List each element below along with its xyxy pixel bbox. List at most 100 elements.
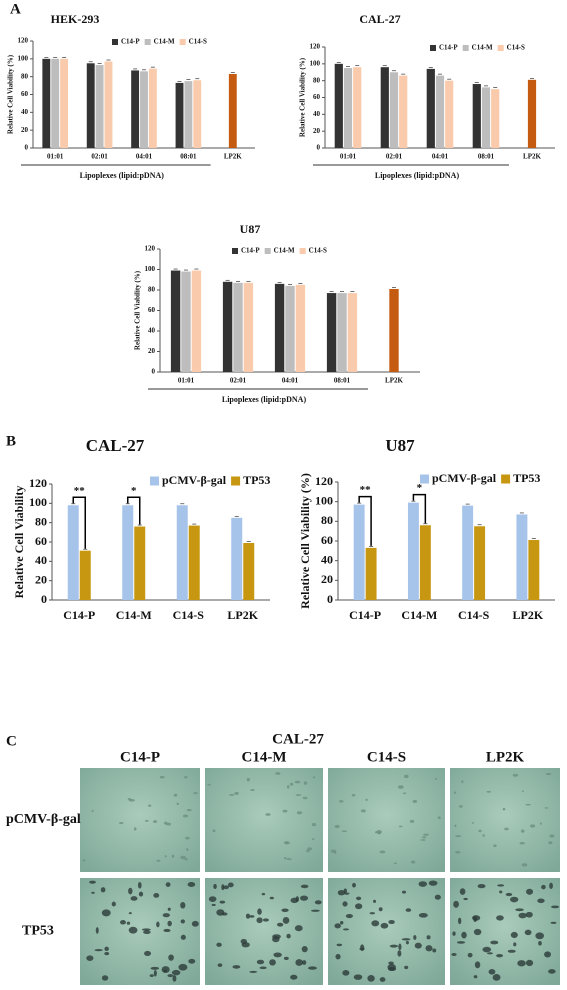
chart-title: CAL-27 xyxy=(359,12,400,26)
x-tick-label: 04:01 xyxy=(136,153,153,161)
legend-swatch xyxy=(501,474,511,484)
legend-swatch xyxy=(462,45,469,51)
cell xyxy=(86,955,94,961)
bar xyxy=(516,514,528,600)
bar xyxy=(131,70,140,148)
cell xyxy=(405,940,409,945)
bar xyxy=(122,505,134,600)
cell xyxy=(314,900,322,905)
cell xyxy=(171,969,181,976)
bar xyxy=(389,288,399,372)
x-tick-label: 02:01 xyxy=(386,153,403,161)
cell xyxy=(282,917,290,924)
legend-swatch xyxy=(497,45,504,51)
bar xyxy=(95,65,104,148)
cell xyxy=(167,974,174,978)
cell xyxy=(302,796,308,800)
bar xyxy=(86,63,95,148)
cell xyxy=(388,920,395,925)
cell xyxy=(418,881,428,887)
x-tick-label: 01:01 xyxy=(178,377,195,385)
cell xyxy=(339,921,344,925)
cell xyxy=(282,809,288,813)
cell xyxy=(159,775,165,779)
cell xyxy=(549,882,553,889)
cell xyxy=(463,897,468,901)
cell xyxy=(104,951,110,956)
cell xyxy=(208,896,217,902)
cell xyxy=(525,959,534,967)
cell xyxy=(548,969,556,974)
cell xyxy=(180,902,186,909)
bar xyxy=(353,504,365,600)
cell xyxy=(471,822,475,824)
cell xyxy=(473,928,482,936)
cell xyxy=(286,785,290,789)
cell xyxy=(515,908,524,912)
micrograph xyxy=(205,768,323,872)
cell xyxy=(241,942,250,948)
cell xyxy=(185,836,190,840)
bar xyxy=(435,75,445,148)
chart-title: CAL-27 xyxy=(86,436,145,455)
y-tick-label: 60 xyxy=(21,90,29,98)
cell xyxy=(281,908,289,913)
cell xyxy=(345,913,353,919)
column-label: LP2K xyxy=(486,749,525,765)
legend-swatch xyxy=(430,45,436,51)
cell xyxy=(330,849,337,853)
cell xyxy=(403,774,409,779)
cell xyxy=(423,833,430,836)
cell xyxy=(295,959,303,966)
cell xyxy=(518,912,527,919)
x-tick-label: C14-P xyxy=(349,608,381,622)
bar xyxy=(134,526,146,600)
bar xyxy=(474,526,486,600)
bar xyxy=(426,68,435,148)
cell xyxy=(544,951,552,958)
bar xyxy=(285,285,295,372)
bar xyxy=(326,293,337,372)
cell xyxy=(458,805,463,808)
bar xyxy=(79,550,91,600)
cell xyxy=(521,790,524,793)
cell xyxy=(138,891,144,897)
cell xyxy=(459,888,466,895)
cell xyxy=(529,824,536,828)
y-axis-label: Relative Cell Viability (%) xyxy=(134,270,142,350)
significance-label: * xyxy=(417,482,423,494)
cell xyxy=(513,942,517,947)
micrograph xyxy=(80,768,200,872)
legend-label: TP53 xyxy=(513,471,540,485)
cell xyxy=(376,830,382,834)
cell xyxy=(499,890,503,894)
cell xyxy=(510,931,518,939)
cell xyxy=(176,802,180,805)
cell xyxy=(393,862,398,865)
cell xyxy=(312,776,316,779)
y-tick-label: 40 xyxy=(313,110,321,118)
legend-swatch xyxy=(231,476,241,486)
cell xyxy=(457,917,462,925)
cell xyxy=(273,952,282,958)
cell xyxy=(420,839,426,841)
cell xyxy=(249,970,258,973)
cell xyxy=(259,966,267,970)
y-tick-label: 0 xyxy=(25,144,29,152)
panel-label: A xyxy=(10,1,21,17)
bar xyxy=(67,505,79,600)
cell xyxy=(294,780,301,784)
legend-label: C14-M xyxy=(274,247,295,255)
y-tick-label: 120 xyxy=(315,474,333,488)
cell xyxy=(265,813,271,816)
cell xyxy=(360,944,365,952)
cell xyxy=(246,777,251,782)
cell xyxy=(535,932,545,940)
cell xyxy=(342,970,350,976)
column-label: C14-S xyxy=(367,749,406,765)
legend-swatch xyxy=(144,39,151,45)
cell xyxy=(378,907,383,912)
panel-label: B xyxy=(6,433,16,449)
cell xyxy=(91,810,95,812)
cell xyxy=(482,946,492,953)
